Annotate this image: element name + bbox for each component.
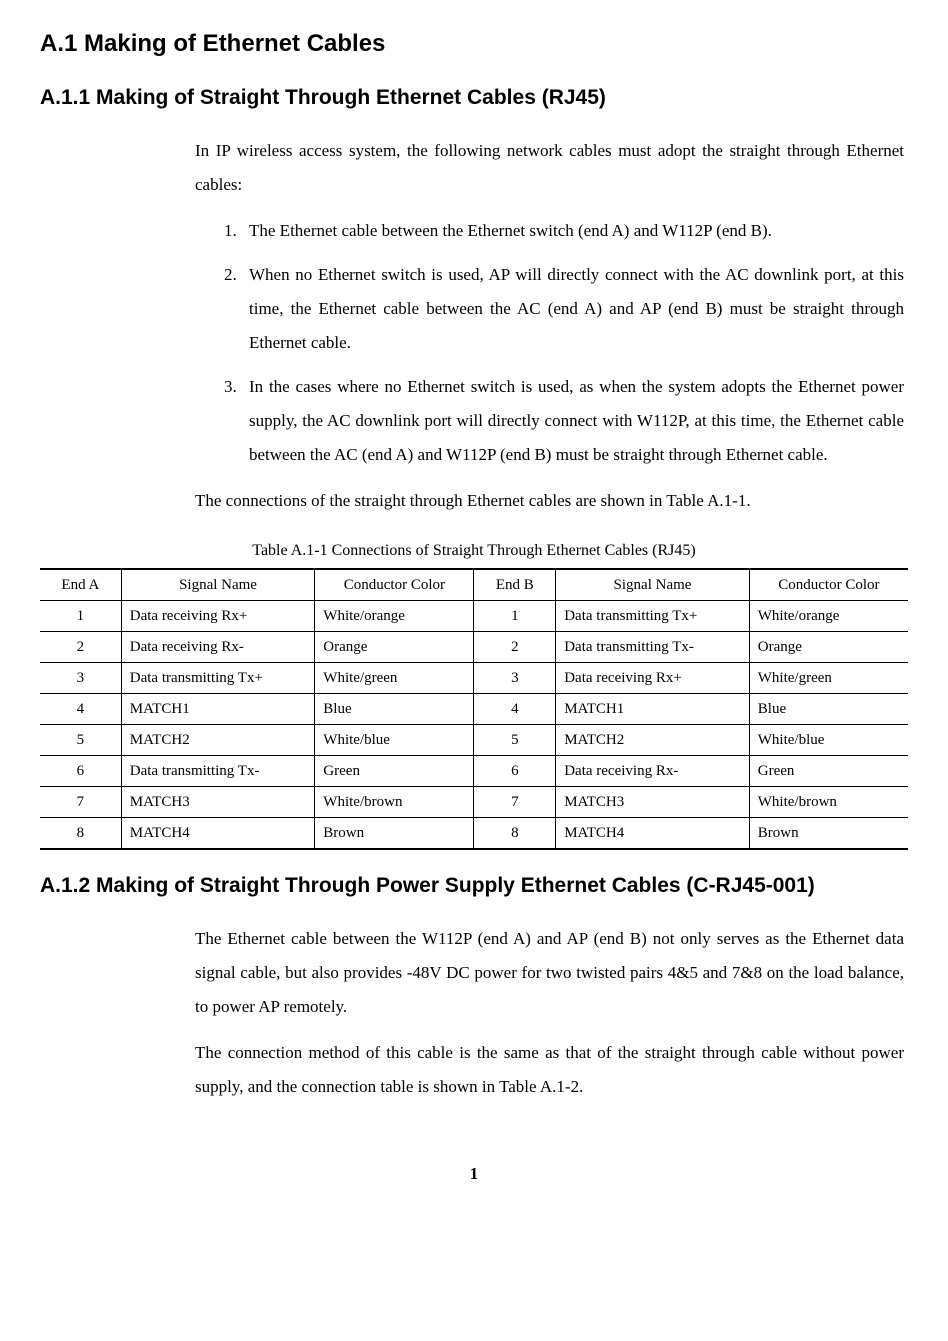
- table-cell: Data transmitting Tx+: [121, 663, 315, 694]
- table-row: 2Data receiving Rx-Orange2Data transmitt…: [40, 632, 908, 663]
- table-cell: Brown: [749, 818, 908, 850]
- table-cell: 3: [40, 663, 121, 694]
- table-cell: Blue: [749, 694, 908, 725]
- table-cell: Orange: [749, 632, 908, 663]
- table-cell: 2: [474, 632, 556, 663]
- table-cell: White/orange: [315, 601, 474, 632]
- table-row: 8MATCH4Brown8MATCH4Brown: [40, 818, 908, 850]
- table-cell: Data receiving Rx+: [556, 663, 750, 694]
- list-item: When no Ethernet switch is used, AP will…: [241, 258, 904, 360]
- table-cell: 6: [474, 756, 556, 787]
- table-cell: MATCH3: [121, 787, 315, 818]
- table-cell: 1: [40, 601, 121, 632]
- table-cell: White/blue: [315, 725, 474, 756]
- table-cell: 5: [474, 725, 556, 756]
- table-cell: White/brown: [315, 787, 474, 818]
- intro-paragraph-a11: In IP wireless access system, the follow…: [195, 134, 904, 202]
- table-header-cell: Conductor Color: [315, 569, 474, 601]
- table-header-cell: End B: [474, 569, 556, 601]
- table-cell: White/blue: [749, 725, 908, 756]
- table-cell: Data transmitting Tx-: [556, 632, 750, 663]
- table-header-cell: Signal Name: [121, 569, 315, 601]
- table-cell: 4: [474, 694, 556, 725]
- table-cell: MATCH3: [556, 787, 750, 818]
- list-item: The Ethernet cable between the Ethernet …: [241, 214, 904, 248]
- table-cell: Green: [749, 756, 908, 787]
- table-header-row: End A Signal Name Conductor Color End B …: [40, 569, 908, 601]
- table-header-cell: End A: [40, 569, 121, 601]
- table-row: 3Data transmitting Tx+White/green3Data r…: [40, 663, 908, 694]
- heading-a1: A.1 Making of Ethernet Cables: [40, 30, 908, 58]
- table-header-cell: Conductor Color: [749, 569, 908, 601]
- table-cell: Data receiving Rx-: [556, 756, 750, 787]
- table-header-cell: Signal Name: [556, 569, 750, 601]
- table-cell: White/orange: [749, 601, 908, 632]
- table-cell: White/brown: [749, 787, 908, 818]
- table-cell: 3: [474, 663, 556, 694]
- table-caption: Table A.1-1 Connections of Straight Thro…: [40, 542, 908, 560]
- table-cell: Orange: [315, 632, 474, 663]
- paragraph-a12-2: The connection method of this cable is t…: [195, 1036, 904, 1104]
- heading-a11: A.1.1 Making of Straight Through Etherne…: [40, 86, 908, 110]
- heading-a12: A.1.2 Making of Straight Through Power S…: [40, 874, 908, 898]
- table-row: 5MATCH2White/blue5MATCH2White/blue: [40, 725, 908, 756]
- table-cell: 7: [40, 787, 121, 818]
- table-cell: 8: [40, 818, 121, 850]
- table-cell: MATCH1: [556, 694, 750, 725]
- table-cell: Data receiving Rx-: [121, 632, 315, 663]
- table-cell: 8: [474, 818, 556, 850]
- paragraph-a11-after: The connections of the straight through …: [195, 484, 904, 518]
- table-cell: 1: [474, 601, 556, 632]
- table-cell: White/green: [749, 663, 908, 694]
- page-number: 1: [40, 1164, 908, 1184]
- table-cell: 5: [40, 725, 121, 756]
- table-cell: MATCH2: [121, 725, 315, 756]
- table-cell: Brown: [315, 818, 474, 850]
- numbered-list-a11: The Ethernet cable between the Ethernet …: [195, 214, 904, 472]
- table-cell: Data transmitting Tx-: [121, 756, 315, 787]
- table-cell: MATCH4: [121, 818, 315, 850]
- cable-table: End A Signal Name Conductor Color End B …: [40, 568, 908, 850]
- table-row: 7MATCH3White/brown7MATCH3White/brown: [40, 787, 908, 818]
- table-cell: Data transmitting Tx+: [556, 601, 750, 632]
- table-cell: Blue: [315, 694, 474, 725]
- table-row: 4MATCH1Blue4MATCH1Blue: [40, 694, 908, 725]
- table-cell: MATCH1: [121, 694, 315, 725]
- table-cell: 6: [40, 756, 121, 787]
- table-row: 6Data transmitting Tx-Green6Data receivi…: [40, 756, 908, 787]
- table-cell: MATCH2: [556, 725, 750, 756]
- paragraph-a12-1: The Ethernet cable between the W112P (en…: [195, 922, 904, 1024]
- table-cell: 2: [40, 632, 121, 663]
- table-cell: 7: [474, 787, 556, 818]
- table-cell: White/green: [315, 663, 474, 694]
- list-item: In the cases where no Ethernet switch is…: [241, 370, 904, 472]
- table-cell: 4: [40, 694, 121, 725]
- table-row: 1Data receiving Rx+White/orange1Data tra…: [40, 601, 908, 632]
- table-cell: Green: [315, 756, 474, 787]
- table-cell: Data receiving Rx+: [121, 601, 315, 632]
- table-cell: MATCH4: [556, 818, 750, 850]
